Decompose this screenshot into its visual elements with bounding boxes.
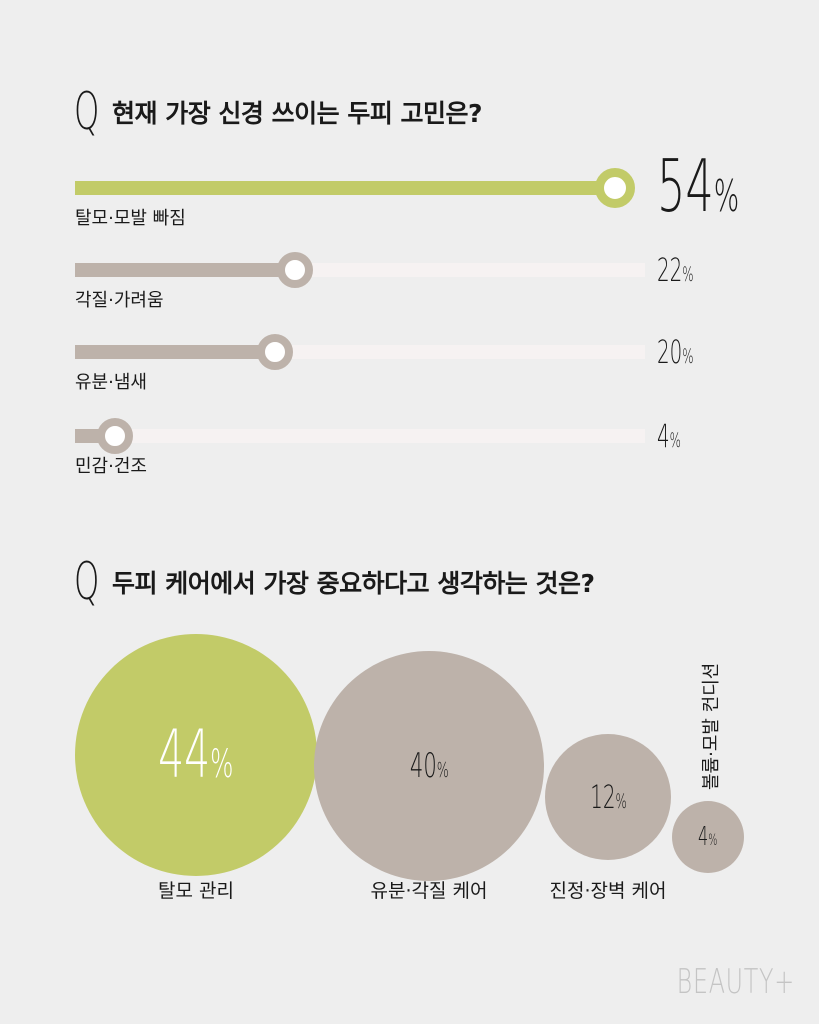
bubble-value-number: 4 [698,821,709,852]
bubble-value: 44% [158,722,233,788]
bar-value-percent-sign: % [669,429,681,452]
bar-value: 20% [657,336,694,368]
brand-logo: BEAUTY+ [676,962,795,1002]
bar-value: 4% [657,420,681,452]
bubble: 44% [75,634,317,876]
bar-value-number: 22 [657,251,683,289]
bubble-value-number: 12 [589,777,615,816]
bubble-value-percent-sign: % [436,757,449,782]
bubble: 4% [671,800,745,874]
question-1: Q 현재 가장 신경 쓰이는 두피 고민은? [74,82,483,142]
bar-label: 탈모·모발 빠짐 [75,208,186,229]
bar-knob [97,418,133,454]
bubble-value: 40% [410,749,449,783]
bubble-label: 탈모 관리 [158,880,234,902]
bar-label: 각질·가려움 [75,290,164,311]
bubble-value-percent-sign: % [614,789,627,813]
bar-value: 22% [657,254,694,286]
bar-knob [277,252,313,288]
bubble-value-number: 40 [409,745,437,786]
bubble-label: 진정·장벽 케어 [549,880,667,902]
bar-track [75,429,645,443]
q-mark: Q [74,82,100,142]
question-2: Q 두피 케어에서 가장 중요하다고 생각하는 것은? [74,556,595,608]
bar-value-percent-sign: % [682,263,694,286]
bar-value: 54% [657,150,739,222]
bubble-value: 4% [698,824,717,850]
bar-fill [75,181,615,195]
question-2-text: 두피 케어에서 가장 중요하다고 생각하는 것은? [112,569,595,598]
bubble-label-vertical: 볼륨·모발 컨디션 [701,662,722,790]
q-mark: Q [74,552,100,612]
bar-knob [595,168,635,208]
bar-value-number: 54 [657,144,714,228]
bubble-value-percent-sign: % [708,830,718,849]
bubble-value-number: 44 [158,716,211,793]
bubble-value: 12% [590,781,627,813]
bar-fill [75,263,295,277]
bar-value-percent-sign: % [682,345,694,368]
bubble: 40% [313,650,545,882]
question-1-text: 현재 가장 신경 쓰이는 두피 고민은? [112,99,483,128]
bar-fill [75,345,275,359]
bar-label: 민감·건조 [75,456,147,477]
bar-value-number: 20 [657,333,683,371]
bubble: 12% [544,733,672,861]
bubble-label: 유분·각질 케어 [370,880,488,902]
bar-value-number: 4 [657,417,670,455]
bar-knob [257,334,293,370]
bar-label: 유분·냄새 [75,372,147,393]
bar-value-percent-sign: % [713,172,740,222]
bubble-value-percent-sign: % [210,741,234,787]
